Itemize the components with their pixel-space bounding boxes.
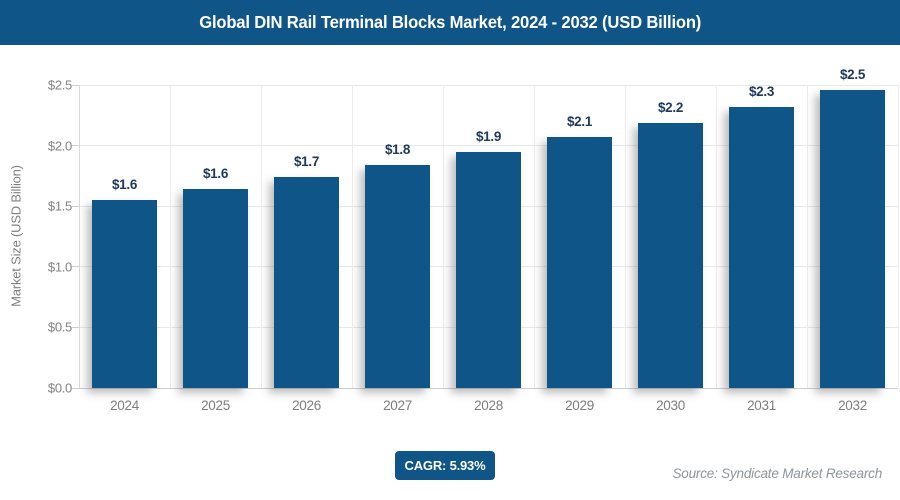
y-axis-tick-label: $2.5 [47,77,72,93]
bar [456,151,521,388]
y-axis-tick [72,205,79,207]
bar-column: $2.2 2030 [625,85,716,413]
y-axis-tick [72,145,79,147]
bar-column: $1.6 2024 [79,85,170,413]
bar [547,137,612,388]
bar-column: $2.5 2032 [807,67,898,413]
x-axis-tick-label: 2032 [838,398,867,413]
bar-value-label: $2.1 [566,114,593,130]
bar-value-label: $1.6 [111,177,138,193]
y-axis-tick [72,326,79,328]
bar [729,106,794,388]
gridline-vertical [897,85,899,388]
gridline-vertical [260,85,262,388]
gridline-vertical [78,85,80,388]
gridline-vertical [806,85,808,388]
gridline-horizontal [79,84,898,86]
bar-value-label: $1.7 [293,154,320,170]
gridline-vertical [169,85,171,388]
bar-column: $1.8 2027 [352,85,443,413]
source-attribution: Source: Syndicate Market Research [672,466,883,481]
bar-column: $2.3 2031 [716,83,807,413]
bar [638,122,703,388]
x-axis-tick-label: 2026 [292,398,321,413]
bar [274,177,339,388]
bar-value-label: $1.8 [384,142,411,157]
y-axis-title: Market Size (USD Billion) [8,165,24,307]
bar [92,200,157,388]
y-axis-tick-label: $0.5 [47,319,72,335]
x-axis-tick-label: 2025 [201,398,230,413]
x-axis-tick-label: 2024 [110,398,139,413]
cagr-badge: CAGR: 5.93% [395,451,495,480]
gridline-vertical [442,85,444,388]
bar-value-label: $1.6 [202,166,229,182]
chart-title-bar: Global DIN Rail Terminal Blocks Market, … [0,0,900,45]
y-axis-tick-label: $0.0 [47,380,72,396]
chart-title: Global DIN Rail Terminal Blocks Market, … [199,12,701,32]
gridline-vertical [533,85,535,388]
x-axis-tick-label: 2031 [747,398,776,413]
x-axis-tick-label: 2027 [383,398,412,413]
bar-value-label: $2.5 [839,66,866,82]
bar-value-label: $2.3 [748,83,775,99]
plot-area: $0.0 $0.5 $1.0 $1.5 $2.0 $2.5 $1.6 2024 $1.6 2025… [48,67,899,413]
x-axis-tick-label: 2028 [474,398,503,413]
gridline-horizontal [79,387,898,389]
x-axis-tick-label: 2029 [565,398,594,413]
bar-column: $1.9 2028 [443,85,534,413]
gridline-vertical [715,85,717,388]
gridline-vertical [624,85,626,388]
bar-value-label: $1.9 [475,128,502,144]
bar-column: $1.7 2026 [261,85,352,413]
bar-column: $1.6 2025 [170,85,261,413]
x-axis-tick-label: 2030 [656,398,685,413]
y-axis-tick [72,266,79,268]
y-axis-tick [72,84,79,86]
bar [820,89,885,388]
gridline-vertical [351,85,353,388]
bar-column: $2.1 2029 [534,85,625,413]
y-axis-tick-label: $1.5 [47,198,72,214]
gridline-horizontal [79,145,898,147]
y-axis-tick-label: $2.0 [47,138,72,154]
y-axis-tick [72,387,79,389]
bar-value-label: $2.2 [657,99,684,115]
y-axis-tick-label: $1.0 [47,259,72,275]
bar [365,165,430,388]
bar [183,189,248,388]
